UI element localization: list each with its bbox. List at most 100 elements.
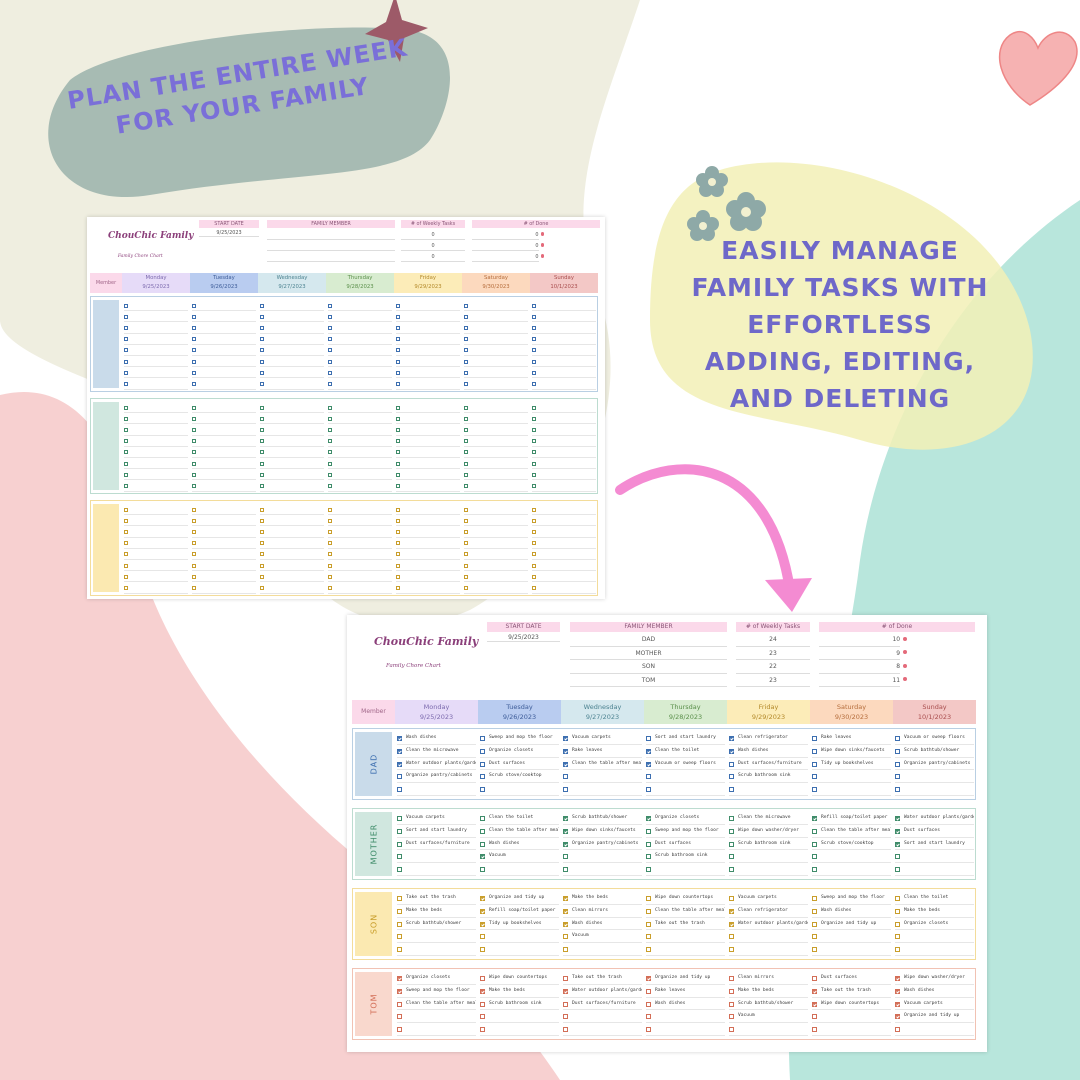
task-line xyxy=(480,929,559,931)
checkbox xyxy=(397,761,402,767)
task-line xyxy=(192,479,256,481)
checkbox xyxy=(396,507,401,512)
task-line xyxy=(260,423,324,425)
task-line xyxy=(192,388,256,390)
task-line xyxy=(532,514,596,516)
checkmark xyxy=(564,922,568,926)
task-line xyxy=(260,355,324,356)
task-text: Wipe down sinks/faucets xyxy=(572,827,636,833)
checkbox xyxy=(124,450,129,455)
task-text: Scrub bathtub/shower xyxy=(406,920,462,926)
checkbox xyxy=(396,370,401,375)
task-line xyxy=(260,570,324,572)
checkbox xyxy=(328,416,333,421)
checkbox xyxy=(646,828,651,834)
task-line xyxy=(396,412,460,414)
task-text: Water outdoor plants/garden xyxy=(572,987,642,993)
task-line xyxy=(532,468,596,470)
checkbox xyxy=(646,908,651,914)
checkbox xyxy=(396,518,401,523)
task-line xyxy=(563,1035,642,1036)
task-line xyxy=(260,468,324,470)
checkbox xyxy=(328,472,333,477)
task-text: Clean refrigerator xyxy=(738,735,788,740)
checkbox xyxy=(260,563,265,568)
task-line xyxy=(563,769,642,771)
checkbox xyxy=(124,359,129,364)
task-line xyxy=(480,875,559,876)
task-line xyxy=(396,366,460,368)
task-line xyxy=(646,836,725,838)
checkbox xyxy=(729,1001,734,1007)
task-text: Dust surfaces/furniture xyxy=(572,1000,636,1006)
task-text: Clean mirrors xyxy=(572,907,608,913)
checkbox xyxy=(464,348,469,353)
task-line xyxy=(396,592,460,594)
task-line xyxy=(895,823,974,825)
member-col: Member xyxy=(352,700,395,724)
task-line xyxy=(532,479,596,481)
task-line xyxy=(480,955,559,956)
task-line xyxy=(812,849,891,851)
day-date: 9/25/2023 xyxy=(419,713,454,722)
task-line xyxy=(563,983,642,985)
day-header: Tuesday 9/26/2023 xyxy=(478,700,561,724)
weekly-count: 22 xyxy=(736,661,810,674)
tulip-icon xyxy=(903,636,908,641)
task-line xyxy=(895,795,974,796)
checkbox xyxy=(895,774,900,780)
checkmark xyxy=(730,922,734,926)
checkbox xyxy=(192,337,197,342)
task-text: Wash dishes xyxy=(489,840,520,846)
task-line xyxy=(397,743,476,745)
task-text: Dust surfaces xyxy=(655,840,691,846)
task-line xyxy=(124,570,188,572)
task-line xyxy=(480,756,559,758)
day-header: Monday 9/25/2023 xyxy=(122,273,190,293)
task-line xyxy=(328,355,392,356)
task-line xyxy=(532,570,596,572)
task-line xyxy=(124,412,188,414)
checkbox xyxy=(895,1001,900,1007)
day-date: 10/1/2023 xyxy=(917,713,952,722)
checkbox xyxy=(729,934,734,940)
task-text: Vacuum carpets xyxy=(738,895,777,900)
checkbox xyxy=(729,921,734,927)
checkbox xyxy=(532,507,537,512)
task-text: Vacuum xyxy=(738,1013,755,1019)
task-line xyxy=(812,1009,891,1011)
task-line xyxy=(124,321,188,323)
task-text: Wipe down countertops xyxy=(489,975,548,980)
checkbox xyxy=(260,337,265,342)
checkbox xyxy=(563,735,568,741)
task-line xyxy=(124,366,188,368)
task-line xyxy=(532,445,596,447)
checkbox xyxy=(260,416,265,421)
task-line xyxy=(464,525,528,527)
checkbox xyxy=(192,416,197,421)
checkbox xyxy=(563,947,568,953)
checkbox xyxy=(563,908,568,914)
checkbox xyxy=(260,450,265,455)
task-line xyxy=(396,570,460,572)
task-line xyxy=(260,332,324,334)
task-line xyxy=(192,377,256,379)
task-text: Dust surfaces/furniture xyxy=(738,760,802,766)
task-line xyxy=(895,1009,974,1011)
task-line xyxy=(464,321,528,323)
checkbox xyxy=(646,1001,651,1007)
checkbox xyxy=(464,541,469,546)
task-text: Sweep and mop the floor xyxy=(489,735,553,740)
task-line xyxy=(646,795,725,796)
task-line xyxy=(124,457,188,458)
member-block xyxy=(352,968,976,1040)
checkbox xyxy=(260,359,265,364)
task-line xyxy=(464,559,528,560)
member-tab-name: SON xyxy=(369,913,378,935)
task-line xyxy=(532,457,596,458)
checkmark xyxy=(564,816,568,821)
task-text: Dust surfaces xyxy=(904,827,940,833)
task-line xyxy=(328,388,392,390)
task-line xyxy=(464,332,528,334)
checkbox xyxy=(397,1014,402,1020)
